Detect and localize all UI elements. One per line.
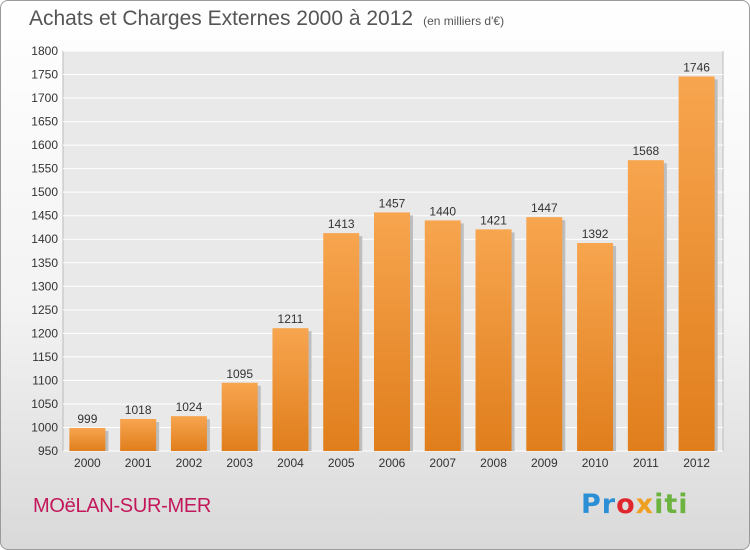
data-label: 1568 [632,144,659,158]
y-tick-label: 1100 [32,373,58,387]
proxiti-logo: Proxiti [581,489,689,520]
x-tick-label: 2002 [176,456,203,470]
bar [627,160,664,452]
x-tick-label: 2010 [582,456,609,470]
x-tick-label: 2009 [531,456,558,470]
bar [374,212,410,451]
bar [475,229,512,451]
bar [69,427,106,451]
data-label: 1211 [278,312,304,326]
logo-part-2: o [616,489,636,520]
y-tick-label: 1450 [31,209,58,223]
title-unit: (en milliers d'€) [423,14,505,28]
data-label: 1413 [328,217,355,231]
bar [526,217,563,451]
data-label: 1421 [480,213,507,227]
y-tick-label: 1550 [31,162,58,176]
y-tick-label: 1300 [31,279,58,293]
data-label: 1746 [683,60,710,74]
bar [323,233,360,451]
city-name: MOëLAN-SUR-MER [33,495,212,517]
x-tick-label: 2005 [328,456,355,470]
x-tick-label: 2011 [633,456,659,470]
y-tick-label: 1150 [32,350,58,364]
data-label: 999 [77,412,97,426]
logo-part-3: x [635,489,655,520]
x-tick-label: 2001 [125,456,152,470]
y-tick-label: 1000 [31,420,58,434]
bar [120,419,157,451]
bar [272,328,309,451]
data-label: 1024 [176,400,203,414]
y-tick-label: 1700 [31,91,58,105]
y-tick-label: 1650 [31,115,58,129]
chart-title: Achats et Charges Externes 2000 à 2012 (e… [29,7,504,31]
y-tick-label: 1200 [31,326,58,340]
x-tick-label: 2008 [480,456,507,470]
data-label: 1018 [125,403,152,417]
x-tick-label: 2004 [277,456,304,470]
y-tick-label: 1600 [31,138,58,152]
bar [577,243,614,451]
y-tick-label: 1250 [31,303,58,317]
data-label: 1392 [582,227,609,241]
logo-part-4: iti [654,489,689,520]
y-tick-label: 1750 [31,68,58,82]
x-tick-label: 2003 [226,456,253,470]
y-tick-label: 1350 [31,256,58,270]
bar [221,382,258,451]
y-tick-label: 950 [38,444,58,458]
title-text: Achats et Charges Externes 2000 à 2012 [29,7,414,30]
y-tick-label: 1500 [31,185,58,199]
x-tick-label: 2006 [379,456,406,470]
bar [678,76,715,451]
y-tick-label: 1050 [31,397,58,411]
data-label: 1095 [226,367,253,381]
x-tick-label: 2012 [683,456,710,470]
data-label: 1440 [429,204,456,218]
y-tick-label: 1400 [31,232,58,246]
x-tick-label: 2000 [74,456,101,470]
bar [424,220,461,451]
y-tick-label: 1800 [31,44,58,58]
bar [170,416,207,451]
x-tick-label: 2007 [429,456,456,470]
logo-part-1: Pr [581,489,617,520]
data-label: 1447 [531,201,558,215]
data-label: 1457 [379,196,406,210]
